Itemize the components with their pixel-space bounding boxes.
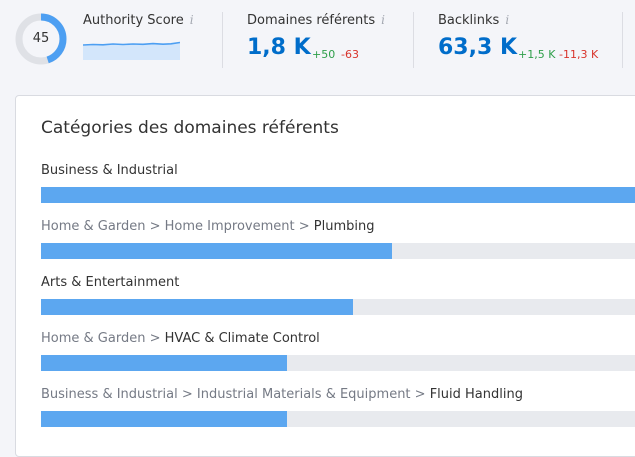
category-bar-track [41,187,635,203]
category-bar-fill [41,355,287,371]
metric-divider [222,12,223,68]
category-bar-track [41,243,635,259]
categories-title: Catégories des domaines référents [41,118,339,138]
category-crumb[interactable]: Business & Industrial [41,387,178,402]
authority-score-value: 45 [32,31,50,46]
referring-domain-categories-card: Catégories des domaines référents Busine… [15,95,635,457]
category-crumb[interactable]: Industrial Materials & Equipment [196,387,411,402]
category-crumb[interactable]: Home & Garden [41,219,146,234]
backlinks-value[interactable]: 63,3 K [438,35,517,60]
breadcrumb-separator: > [177,387,197,402]
category-bar-track [41,411,635,427]
category-crumb[interactable]: Home & Garden [41,331,146,346]
category-bar-track [41,355,635,371]
breadcrumb-separator: > [294,219,314,234]
authority-score-widget[interactable]: 45 Authority Score i [0,0,220,86]
category-bar-fill [41,187,635,203]
referring-domains-new[interactable]: +50 [312,48,336,61]
category-name[interactable]: Fluid Handling [429,387,523,402]
backlinks-label: Backlinks [438,13,500,28]
backlinks-title: Backlinks i [438,13,509,28]
referring-domains-label: Domaines référents [247,13,376,28]
info-icon[interactable]: i [189,13,194,27]
breadcrumb-separator: > [145,331,165,346]
category-label[interactable]: Business & Industrial [41,163,178,178]
backlinks-new[interactable]: +1,5 K [518,48,556,61]
metric-divider [413,12,414,68]
metric-divider [622,12,623,68]
info-icon[interactable]: i [381,13,385,27]
category-crumb[interactable]: Home Improvement [164,219,295,234]
category-bar-fill [41,411,287,427]
referring-domains-lost[interactable]: -63 [341,48,359,61]
category-name[interactable]: HVAC & Climate Control [164,331,320,346]
referring-domains-widget[interactable]: Domaines référents i 1,8 K +50 -63 [223,0,413,86]
breadcrumb-separator: > [145,219,165,234]
authority-score-ring: 45 [15,13,67,65]
backlinks-widget[interactable]: Backlinks i 63,3 K +1,5 K -11,3 K [414,0,635,86]
referring-domains-title: Domaines référents i [247,13,385,28]
metrics-strip: 45 Authority Score i Domaines référents i … [0,0,635,86]
breadcrumb-separator: > [410,387,430,402]
category-name[interactable]: Business & Industrial [41,163,178,178]
backlinks-lost[interactable]: -11,3 K [559,48,599,61]
category-label[interactable]: Business & Industrial > Industrial Mater… [41,387,523,402]
authority-score-label: Authority Score [83,13,184,28]
category-name[interactable]: Plumbing [313,219,375,234]
authority-score-title: Authority Score i [83,13,194,28]
category-bar-fill [41,299,353,315]
authority-sparkline [83,41,180,60]
referring-domains-value[interactable]: 1,8 K [247,35,311,60]
category-label[interactable]: Home & Garden > Home Improvement > Plumb… [41,219,375,234]
category-name[interactable]: Arts & Entertainment [41,275,180,290]
score-ring-fill [15,13,67,65]
category-label[interactable]: Arts & Entertainment [41,275,179,290]
info-icon[interactable]: i [505,13,510,27]
category-bar-track [41,299,635,315]
category-label[interactable]: Home & Garden > HVAC & Climate Control [41,331,320,346]
category-bar-fill [41,243,392,259]
